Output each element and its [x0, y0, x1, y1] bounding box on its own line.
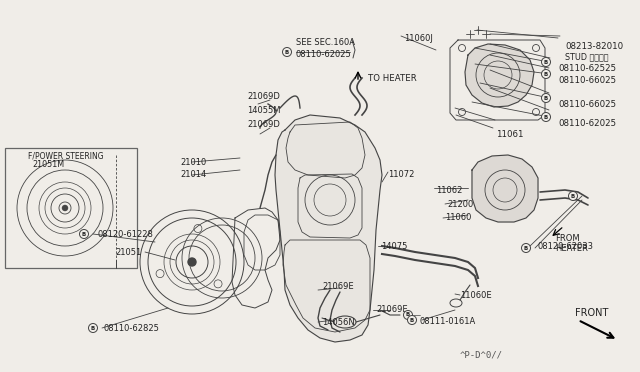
Text: 11072: 11072 [388, 170, 414, 179]
Text: 11062: 11062 [436, 186, 462, 195]
Text: 11060J: 11060J [404, 34, 433, 43]
Text: 21069E: 21069E [376, 305, 408, 314]
Text: 14075: 14075 [381, 242, 408, 251]
Text: TO HEATER: TO HEATER [368, 74, 417, 83]
Text: 08213-82010: 08213-82010 [565, 42, 623, 51]
Text: B: B [544, 60, 548, 64]
Circle shape [541, 58, 550, 67]
Text: 21069D: 21069D [247, 120, 280, 129]
Polygon shape [472, 155, 538, 222]
Circle shape [403, 311, 413, 320]
Text: ^P-D^0//: ^P-D^0// [460, 351, 503, 360]
Text: 21069D: 21069D [247, 92, 280, 101]
Text: 08120-62033: 08120-62033 [538, 242, 594, 251]
Text: B: B [544, 71, 548, 77]
Text: SEE SEC.160A: SEE SEC.160A [296, 38, 355, 47]
Text: B: B [82, 231, 86, 237]
Text: 08110-62825: 08110-62825 [103, 324, 159, 333]
Text: B: B [285, 49, 289, 55]
Text: B: B [410, 317, 414, 323]
Text: 21051M: 21051M [32, 160, 64, 169]
Circle shape [541, 112, 550, 122]
Circle shape [79, 230, 88, 238]
Text: 14056N: 14056N [322, 318, 355, 327]
Text: B: B [91, 326, 95, 330]
Circle shape [188, 258, 196, 266]
Text: 11061: 11061 [496, 130, 524, 139]
Text: B: B [571, 193, 575, 199]
Text: 08111-0161A: 08111-0161A [420, 317, 476, 326]
Text: HEATER: HEATER [555, 244, 588, 253]
Text: B: B [524, 246, 528, 250]
Text: B: B [544, 96, 548, 100]
Text: 08110-66025: 08110-66025 [558, 100, 616, 109]
Circle shape [408, 315, 417, 324]
Polygon shape [275, 115, 382, 342]
Text: 08110-66025: 08110-66025 [558, 76, 616, 85]
Text: 21014: 21014 [180, 170, 206, 179]
Circle shape [62, 205, 68, 211]
Circle shape [541, 93, 550, 103]
Text: 21069E: 21069E [322, 282, 354, 291]
Text: 08110-62525: 08110-62525 [558, 64, 616, 73]
Circle shape [568, 192, 577, 201]
Circle shape [88, 324, 97, 333]
Text: 08120-61228: 08120-61228 [97, 230, 153, 239]
Circle shape [522, 244, 531, 253]
Text: 08110-62025: 08110-62025 [558, 119, 616, 128]
Text: STUD スタッド: STUD スタッド [565, 52, 609, 61]
Text: 11060E: 11060E [460, 291, 492, 300]
Circle shape [282, 48, 291, 57]
Text: B: B [406, 312, 410, 317]
Text: 14055M: 14055M [247, 106, 280, 115]
Text: 21200: 21200 [447, 200, 473, 209]
Text: B: B [544, 115, 548, 119]
Polygon shape [465, 44, 534, 107]
Text: 21051: 21051 [115, 248, 141, 257]
Text: 08110-62025: 08110-62025 [296, 50, 352, 59]
Bar [5, 148, 137, 268]
Text: 11060: 11060 [445, 213, 472, 222]
Circle shape [541, 70, 550, 78]
Text: FRONT: FRONT [575, 308, 609, 318]
Text: F/POWER STEERING: F/POWER STEERING [28, 151, 104, 160]
Text: 21010: 21010 [180, 158, 206, 167]
Text: FROM: FROM [555, 234, 580, 243]
